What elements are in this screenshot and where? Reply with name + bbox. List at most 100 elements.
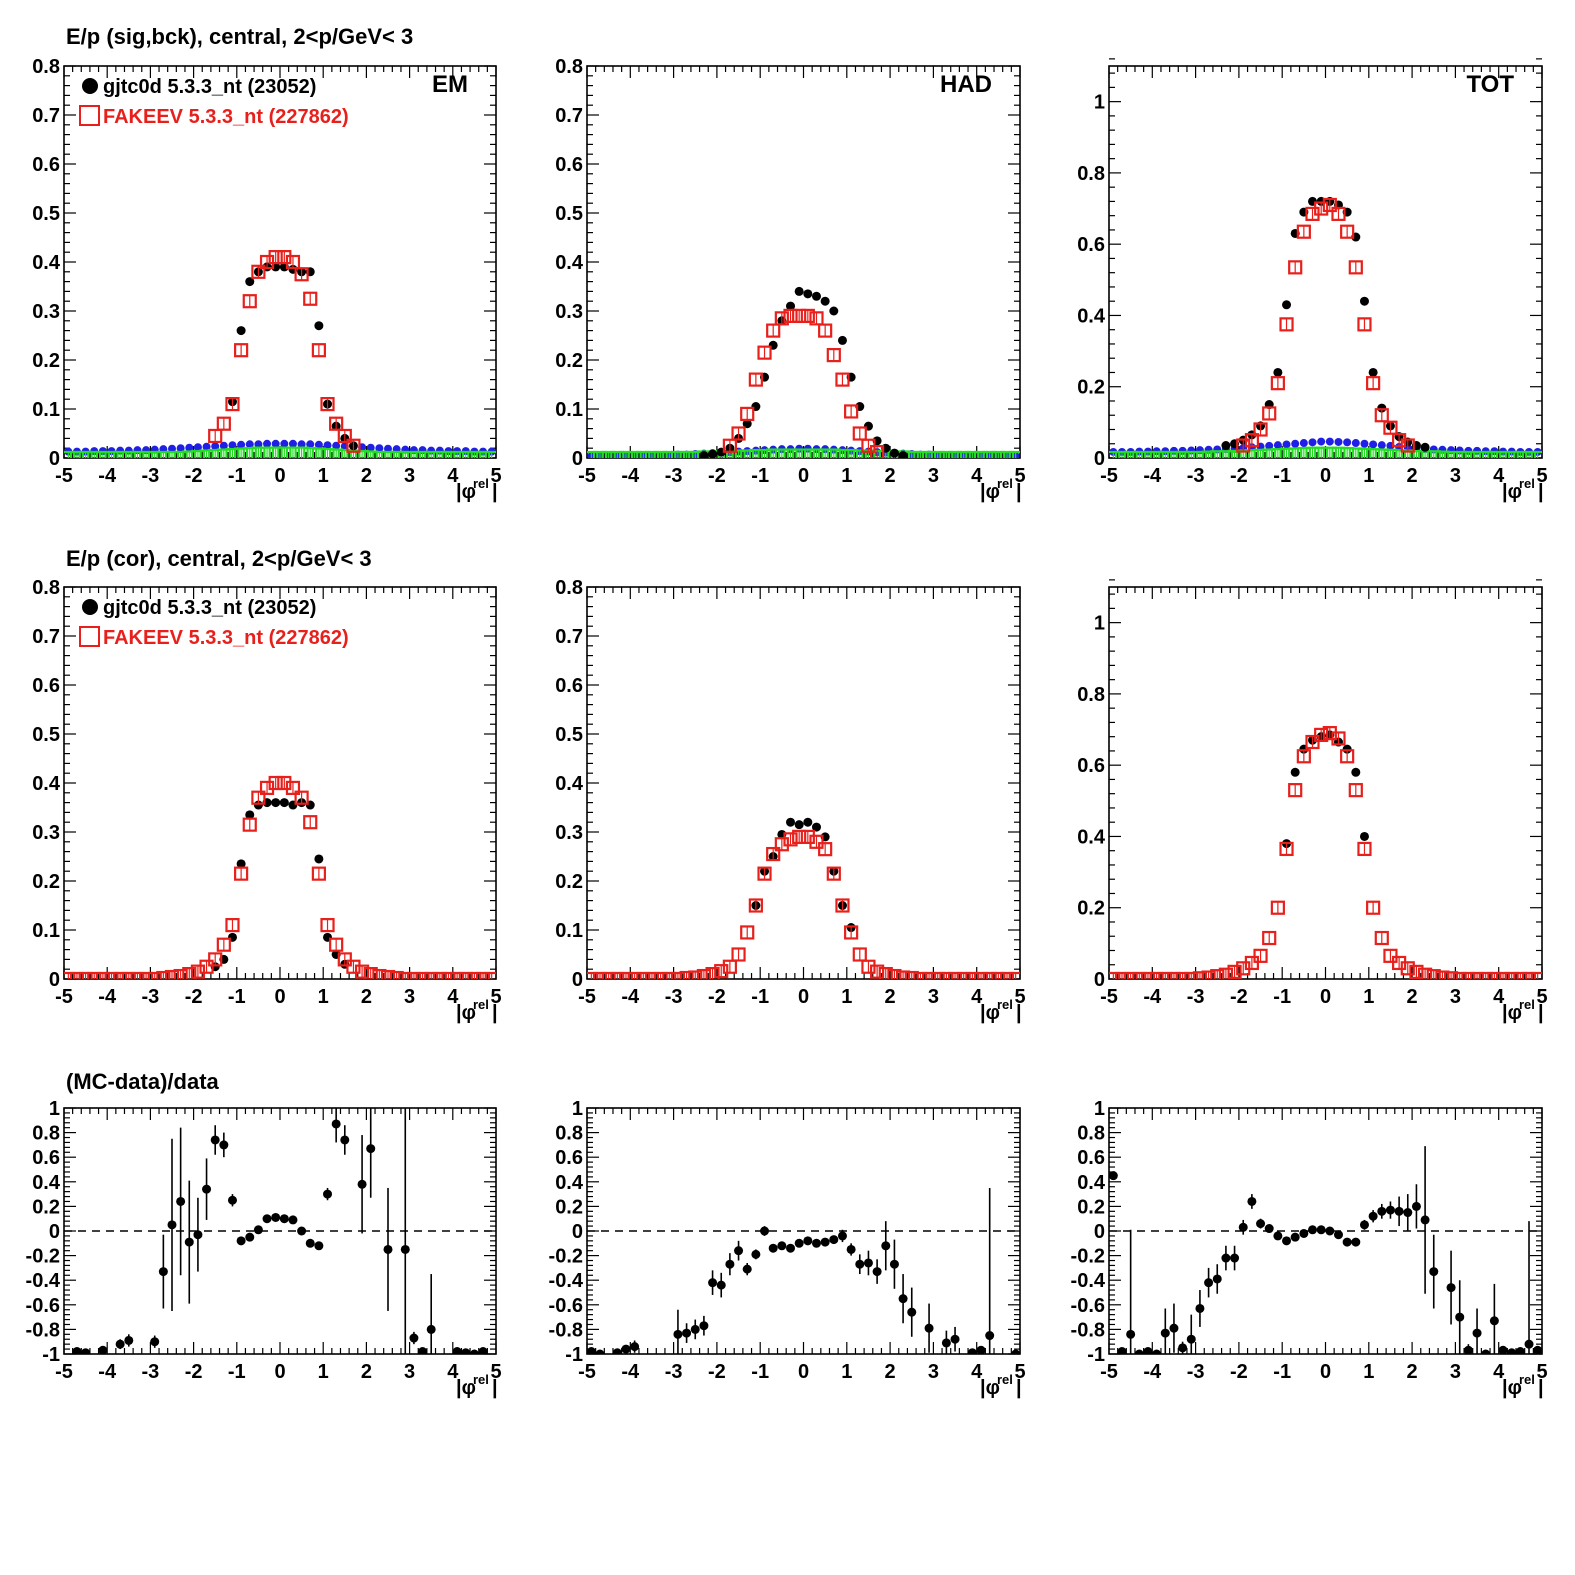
ratio-point (855, 1259, 865, 1269)
x-tick-label: 4 (971, 1361, 983, 1383)
x-tick-label: -5 (578, 465, 596, 487)
x-tick-label: 0 (274, 986, 285, 1008)
ratio-point (253, 1225, 263, 1235)
series-data (1221, 196, 1430, 452)
x-tick-label: 1 (1363, 1361, 1374, 1383)
data_background-point (271, 439, 280, 448)
ratio-point (587, 1347, 596, 1354)
x-tick-label: 1 (841, 986, 852, 1008)
ratio-point (621, 1344, 631, 1354)
data-point (708, 449, 718, 458)
x-tick-label: 3 (404, 986, 415, 1008)
ratio-point (1411, 1201, 1421, 1211)
x-tick-label: 0 (798, 986, 809, 1008)
x-tick-label: -1 (228, 465, 246, 487)
ratio-point (1117, 1347, 1127, 1354)
data_background-point (176, 444, 185, 453)
y-tick-label: -1 (565, 1344, 583, 1366)
y-tick-label: 0.2 (1077, 1196, 1105, 1218)
ratio-point (426, 1324, 436, 1334)
ratio-point (1481, 1349, 1491, 1354)
plot-frame (1108, 586, 1543, 980)
plot-frame (586, 65, 1021, 459)
x-axis-title: |φ (980, 1377, 1000, 1399)
x-tick-label: 1 (1363, 986, 1374, 1008)
ratio-point (184, 1237, 194, 1247)
plot-area (1109, 726, 1542, 979)
data-point (794, 820, 804, 830)
x-tick-label: 5 (1014, 465, 1025, 487)
ratio-point (81, 1348, 91, 1354)
panel-p11: -5 -4 -3 -2 -1 0 1 2 3 4 5 0 0.1 0.2 0.3 0.4 0.5 0.6 0.7 0.… (32, 56, 501, 503)
x-tick-label: 0 (274, 1361, 285, 1383)
data_background-point (245, 440, 254, 449)
x-tick-label: 5 (490, 465, 501, 487)
row-title-top: E/p (sig,bck), central, 2<p/GeV< 3 (66, 24, 413, 49)
x-tick-label: -5 (55, 986, 73, 1008)
x-tick-label: -3 (142, 1361, 160, 1383)
y-tick-label: 0 (49, 969, 60, 991)
ratio-point (1325, 1226, 1335, 1236)
data-point (837, 335, 847, 345)
x-axis-title-superscript: rel (1519, 1372, 1535, 1387)
data_background-point (193, 443, 202, 452)
ratio-point (1377, 1206, 1387, 1216)
data-point (1273, 367, 1283, 377)
x-tick-label: 2 (885, 986, 896, 1008)
x-tick-label: 1 (1363, 465, 1374, 487)
x-tick-label: -2 (708, 986, 726, 1008)
x-axis-title-superscript: rel (473, 476, 489, 491)
ratio-point (811, 1238, 821, 1248)
ratio-point (1429, 1267, 1439, 1277)
x-tick-label: -4 (98, 986, 117, 1008)
y-tick-label: 0.4 (555, 773, 584, 795)
ratio-point (279, 1214, 289, 1224)
y-tick-label: 0 (572, 448, 583, 470)
ratio-point (1143, 1347, 1153, 1354)
panel-p21: -5 -4 -3 -2 -1 0 1 2 3 4 5 0 0.1 0.2 0.3 0.4 0.5 0.6 0.7 0.… (32, 577, 501, 1024)
x-tick-label: -4 (621, 1361, 640, 1383)
ratio-point (1221, 1253, 1231, 1263)
x-tick-label: -4 (1143, 986, 1162, 1008)
x-tick-label: -1 (1273, 465, 1291, 487)
ratio-point (210, 1135, 220, 1145)
ratio-point (751, 1249, 761, 1259)
x-tick-label: 2 (361, 465, 372, 487)
ratio-point (150, 1337, 160, 1347)
x-tick-label: -5 (55, 1361, 73, 1383)
ratio-point (967, 1348, 977, 1354)
ratio-point (1152, 1349, 1162, 1354)
data_background-point (1299, 439, 1308, 448)
x-tick-label: -4 (1143, 1361, 1162, 1383)
ratio-point (357, 1179, 367, 1189)
x-axis-title-superscript: rel (1519, 476, 1535, 491)
ratio-point (452, 1347, 462, 1354)
series-data (699, 286, 908, 458)
x-tick-label: 4 (447, 465, 459, 487)
y-tick-label: 1 (572, 1098, 583, 1120)
x-tick-label: -2 (185, 465, 203, 487)
data_background-point (1377, 441, 1386, 450)
data-point (1377, 403, 1387, 413)
x-tick-label: 5 (1536, 1361, 1547, 1383)
ratio-point (673, 1329, 683, 1339)
legend-data-label: gjtc0d 5.3.3_nt (23052) (103, 597, 316, 619)
series-mc_background (64, 446, 496, 458)
data_background-point (1317, 437, 1326, 446)
data-point (1342, 744, 1352, 754)
y-tick-label: -0.6 (26, 1295, 60, 1317)
y-tick-label: 0.8 (32, 577, 60, 599)
panel-label: HAD (940, 71, 992, 98)
ratio-point (305, 1238, 315, 1248)
data_background-point (314, 440, 323, 449)
ratio-point (1011, 1349, 1020, 1354)
data_background-point (185, 443, 194, 452)
x-tick-label: -5 (1100, 986, 1118, 1008)
y-tick-label: 0.1 (32, 920, 60, 942)
data-point (314, 854, 324, 864)
data_background-point (297, 440, 306, 449)
ratio-point (1489, 1316, 1499, 1326)
y-tick-label: 0.8 (555, 577, 583, 599)
y-tick-label: 0 (1094, 448, 1105, 470)
